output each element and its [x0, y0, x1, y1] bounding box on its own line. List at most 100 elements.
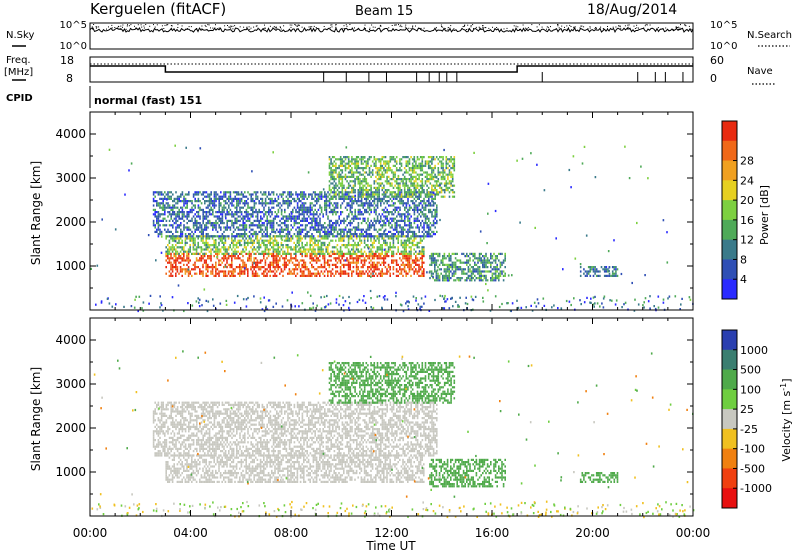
- heatmap-cell: [154, 224, 156, 227]
- heatmap-cell: [212, 224, 214, 227]
- heatmap-cell: [275, 270, 278, 273]
- heatmap-cell: [234, 219, 236, 222]
- heatmap-cell: [221, 222, 224, 225]
- heatmap-cell: [199, 217, 201, 220]
- heatmap-cell: [370, 239, 372, 242]
- heatmap-cell: [287, 219, 289, 222]
- heatmap-cell: [450, 189, 452, 192]
- nsky-dot: [680, 24, 681, 26]
- heatmap-cell: [347, 162, 350, 165]
- heatmap-cell: [363, 178, 366, 181]
- heatmap-cell: [223, 270, 225, 273]
- heatmap-cell: [195, 259, 198, 262]
- heatmap-cell: [311, 208, 313, 211]
- nsky-dot: [634, 28, 636, 29]
- heatmap-cell: [389, 178, 392, 181]
- heatmap-cell: [301, 204, 304, 207]
- heatmap-cell: [272, 235, 275, 238]
- heatmap-cell: [391, 193, 393, 196]
- heatmap-cell: [272, 241, 275, 244]
- nsky-dot: [249, 28, 251, 30]
- heatmap-cell: [349, 184, 352, 187]
- nsky-dot: [140, 24, 142, 26]
- heatmap-cell: [216, 222, 219, 225]
- heatmap-cell: [167, 193, 169, 196]
- heatmap-cell: [357, 204, 360, 207]
- heatmap-cell: [159, 197, 161, 200]
- heatmap-cell: [263, 250, 265, 253]
- heatmap-cell: [403, 191, 406, 194]
- heatmap-cell: [293, 233, 296, 236]
- heatmap-cell: [275, 239, 278, 242]
- heatmap-cell: [314, 213, 316, 216]
- heatmap-cell: [354, 228, 356, 231]
- heatmap-cell: [332, 228, 334, 231]
- heatmap-cell: [183, 252, 185, 255]
- heatmap-cell: [357, 274, 359, 277]
- heatmap-cell: [184, 215, 187, 218]
- heatmap-cell: [213, 226, 216, 229]
- heatmap-cell: [375, 189, 377, 192]
- heatmap-cell: [394, 171, 396, 174]
- heatmap-cell: [258, 211, 260, 214]
- heatmap-cell: [304, 244, 307, 247]
- heatmap-cell: [341, 244, 343, 247]
- heatmap-cell: [400, 241, 403, 244]
- heatmap-cell: [229, 219, 232, 222]
- heatmap-cell: [322, 224, 324, 227]
- heatmap-cell: [324, 230, 326, 233]
- heatmap-cell: [170, 272, 172, 275]
- heatmap-cell: [319, 228, 321, 231]
- heatmap-cell: [298, 239, 300, 242]
- heatmap-cell: [227, 252, 230, 255]
- heatmap-cell: [173, 200, 176, 203]
- heatmap-cell: [405, 164, 408, 167]
- heatmap-cell: [253, 257, 255, 260]
- heatmap-cell: [419, 274, 422, 277]
- heatmap-cell: [413, 270, 415, 273]
- heatmap-cell: [355, 175, 358, 178]
- heatmap-cell: [343, 156, 345, 159]
- heatmap-cell: [184, 244, 187, 247]
- heatmap-cell: [347, 184, 350, 187]
- heatmap-cell: [267, 266, 270, 269]
- freq-line: [90, 65, 693, 73]
- heatmap-cell: [423, 171, 425, 174]
- heatmap-cell: [373, 274, 375, 277]
- heatmap-cell: [200, 228, 203, 231]
- heatmap-cell: [167, 202, 169, 205]
- heatmap-cell: [339, 255, 342, 258]
- heatmap-cell: [250, 206, 252, 209]
- heatmap-cell: [304, 263, 307, 266]
- heatmap-cell: [437, 191, 440, 194]
- heatmap-cell: [224, 191, 227, 194]
- heatmap-cell: [157, 228, 160, 231]
- heatmap-cell: [194, 193, 196, 196]
- heatmap-cell: [259, 237, 262, 240]
- heatmap-cell: [256, 197, 259, 200]
- heatmap-cell: [277, 244, 279, 247]
- heatmap-cell: [266, 215, 268, 218]
- heatmap-cell: [215, 272, 217, 275]
- heatmap-cell: [405, 211, 408, 214]
- heatmap-cell: [256, 217, 259, 220]
- nsky-dot: [98, 26, 100, 28]
- heatmap-cell: [392, 259, 395, 262]
- heatmap-cell: [363, 193, 366, 196]
- heatmap-cell: [394, 160, 396, 163]
- heatmap-cell: [183, 213, 185, 216]
- heatmap-cell: [407, 239, 409, 242]
- nsky-dot: [170, 25, 172, 26]
- heatmap-cell: [426, 222, 428, 225]
- heatmap-cell: [419, 191, 422, 194]
- heatmap-cell: [351, 158, 353, 161]
- heatmap-cell: [376, 219, 379, 222]
- heatmap-cell: [170, 213, 172, 216]
- heatmap-cell: [404, 206, 406, 209]
- heatmap-cell: [402, 182, 404, 185]
- nsky-dot: [335, 26, 337, 28]
- heatmap-cell: [360, 255, 363, 258]
- heatmap-cell: [186, 213, 188, 216]
- heatmap-cell: [328, 233, 331, 236]
- heatmap-cell: [453, 195, 456, 198]
